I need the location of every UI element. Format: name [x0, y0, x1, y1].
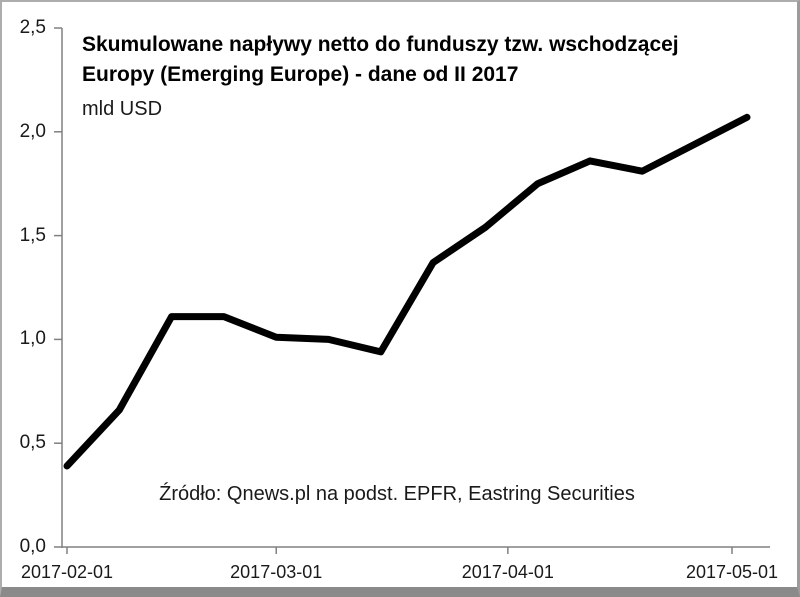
x-tick-label: 2017-03-01 — [230, 562, 323, 582]
y-tick-label: 1,5 — [19, 224, 46, 246]
y-tick-label: 0,0 — [19, 536, 46, 557]
chart-title-line2: Europy (Emerging Europe) - dane od II 20… — [82, 63, 519, 86]
x-tick-label: 2017-02-01 — [20, 562, 114, 582]
chart-subtitle: mld USD — [82, 98, 163, 120]
chart-title: Skumulowane napływy netto do funduszy tz… — [82, 30, 679, 90]
x-tick-label: 2017-05-01 — [685, 562, 779, 582]
y-tick-label: 2,0 — [19, 120, 46, 142]
y-tick-label: 2,5 — [19, 17, 46, 38]
x-tick-label: 2017-04-01 — [461, 562, 554, 582]
data-series-line — [63, 113, 751, 470]
line-chart-canvas — [54, 27, 770, 554]
chart-title-line1: Skumulowane napływy netto do funduszy tz… — [82, 33, 679, 56]
y-tick-label: 1,0 — [19, 328, 46, 350]
source-note: Źródło: Qnews.pl na podst. EPFR, Eastrin… — [159, 483, 635, 505]
y-tick-label: 0,5 — [19, 432, 46, 454]
